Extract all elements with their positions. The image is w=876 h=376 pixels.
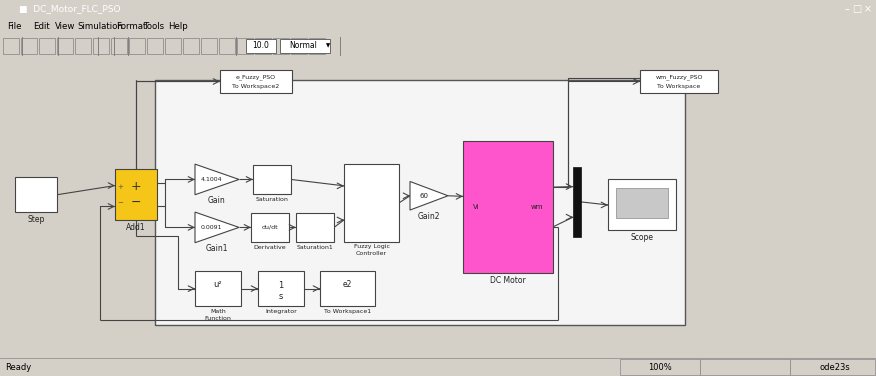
Polygon shape	[195, 212, 239, 243]
Text: 60: 60	[420, 193, 429, 199]
Bar	[258, 271, 304, 306]
Bar	[115, 169, 157, 220]
Text: Fuzzy Logic: Fuzzy Logic	[354, 244, 390, 249]
Bar	[147, 38, 163, 54]
Bar	[320, 271, 375, 306]
Bar	[620, 359, 700, 375]
Bar	[251, 213, 289, 242]
Text: –: –	[844, 4, 850, 14]
Bar	[195, 271, 241, 306]
Bar	[616, 188, 668, 218]
Text: Gain1: Gain1	[206, 244, 229, 253]
Text: Simulation: Simulation	[77, 22, 123, 31]
Bar	[640, 70, 718, 93]
Text: Saturation1: Saturation1	[297, 245, 334, 250]
Bar	[573, 167, 581, 237]
Bar	[75, 38, 91, 54]
Bar	[237, 38, 253, 54]
Bar	[129, 38, 145, 54]
Text: e2: e2	[343, 280, 352, 289]
Bar	[608, 179, 676, 230]
Text: ■  DC_Motor_FLC_PSO: ■ DC_Motor_FLC_PSO	[19, 5, 121, 14]
Text: 4.1004: 4.1004	[201, 177, 223, 182]
Text: 0.0091: 0.0091	[201, 225, 223, 230]
Bar	[183, 38, 199, 54]
Text: □: □	[852, 4, 861, 14]
Text: Math: Math	[210, 309, 226, 314]
Text: To Workspace: To Workspace	[657, 84, 701, 89]
Text: −: −	[117, 200, 123, 206]
Text: wm_Fuzzy_PSO: wm_Fuzzy_PSO	[655, 74, 703, 80]
Text: Saturation: Saturation	[256, 197, 288, 202]
Bar	[220, 70, 292, 93]
Text: Controller: Controller	[356, 252, 387, 256]
Bar	[3, 38, 19, 54]
Text: File: File	[7, 22, 22, 31]
Bar	[93, 38, 109, 54]
Bar	[273, 38, 289, 54]
Bar	[790, 359, 875, 375]
Bar	[700, 359, 790, 375]
Text: Vi: Vi	[473, 204, 480, 210]
Text: To Workspace2: To Workspace2	[232, 84, 279, 89]
Bar	[309, 38, 325, 54]
Text: Format: Format	[116, 22, 146, 31]
Text: Function: Function	[205, 316, 231, 321]
Text: −: −	[131, 196, 141, 209]
Text: Scope: Scope	[631, 233, 653, 242]
Bar	[291, 38, 307, 54]
Bar	[155, 80, 685, 325]
Text: Ready: Ready	[5, 362, 32, 371]
Bar	[21, 38, 37, 54]
Text: ×: ×	[863, 4, 872, 14]
Bar	[255, 38, 271, 54]
Bar	[246, 39, 276, 53]
Polygon shape	[410, 182, 448, 210]
Text: Gain: Gain	[208, 196, 226, 205]
Text: 1: 1	[279, 281, 284, 290]
Text: 100%: 100%	[648, 362, 672, 371]
Bar	[219, 38, 235, 54]
Text: Help: Help	[168, 22, 188, 31]
Text: +: +	[117, 183, 123, 190]
Text: DC Motor: DC Motor	[491, 276, 526, 285]
Text: e_Fuzzy_PSO: e_Fuzzy_PSO	[236, 74, 276, 80]
Bar	[201, 38, 217, 54]
Bar	[165, 38, 181, 54]
Text: Step: Step	[27, 215, 45, 224]
Text: Add1: Add1	[126, 223, 145, 232]
Text: View: View	[55, 22, 75, 31]
Bar	[253, 165, 291, 194]
Text: s: s	[279, 292, 283, 301]
Text: Normal: Normal	[289, 41, 317, 50]
Text: Gain2: Gain2	[418, 212, 441, 221]
Text: Derivative: Derivative	[254, 245, 286, 250]
Bar	[111, 38, 127, 54]
Polygon shape	[195, 164, 239, 195]
Bar	[344, 164, 399, 242]
Text: ▼: ▼	[326, 44, 330, 49]
Bar	[280, 39, 330, 53]
Text: Edit: Edit	[33, 22, 50, 31]
Bar	[296, 213, 334, 242]
Bar	[15, 177, 57, 212]
Bar	[463, 141, 553, 273]
Text: Integrator: Integrator	[265, 309, 297, 314]
Text: 10.0: 10.0	[252, 41, 270, 50]
Text: +: +	[131, 180, 141, 193]
Bar	[57, 38, 73, 54]
Text: wm: wm	[531, 204, 543, 210]
Text: du/dt: du/dt	[262, 225, 279, 230]
Text: To Workspace1: To Workspace1	[324, 309, 371, 314]
Text: Tools: Tools	[144, 22, 165, 31]
Text: u²: u²	[214, 280, 223, 289]
Bar	[39, 38, 55, 54]
Text: ode23s: ode23s	[820, 362, 851, 371]
